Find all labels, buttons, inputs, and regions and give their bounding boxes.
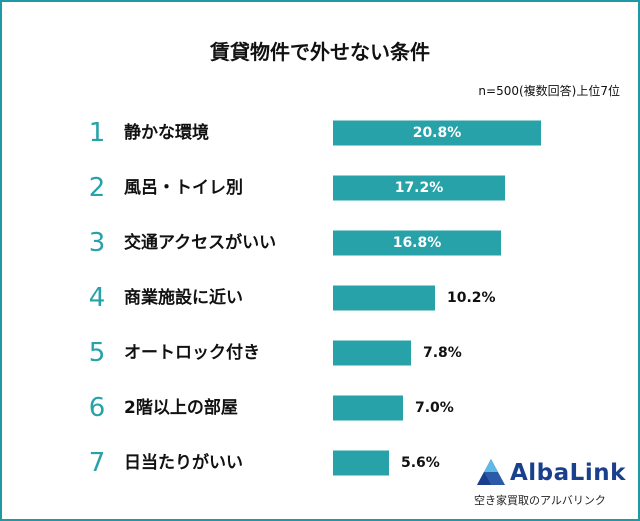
bar xyxy=(333,340,411,366)
category-label: オートロック付き xyxy=(124,342,260,363)
bar xyxy=(333,450,389,476)
albalink-logo-icon xyxy=(477,459,505,485)
value-label: 10.2% xyxy=(447,290,496,306)
brand-tagline: 空き家買取のアルバリンク xyxy=(474,494,606,507)
bar xyxy=(333,175,505,201)
bar xyxy=(333,285,435,311)
sample-note: n=500(複数回答)上位7位 xyxy=(478,84,620,98)
rank-number: 2 xyxy=(89,173,106,203)
rank-number: 4 xyxy=(89,283,106,313)
rank-number: 5 xyxy=(89,338,106,368)
rank-number: 7 xyxy=(89,448,106,478)
category-label: 日当たりがいい xyxy=(124,452,243,473)
brand-name: AlbaLink xyxy=(510,460,626,486)
albalink-logo: AlbaLink 空き家買取のアルバリンク xyxy=(474,458,626,513)
bar xyxy=(333,395,403,421)
bar xyxy=(333,230,501,256)
value-label: 20.8% xyxy=(413,125,462,141)
value-label: 5.6% xyxy=(401,455,440,471)
rank-number: 1 xyxy=(89,118,106,148)
category-label: 2階以上の部屋 xyxy=(124,397,238,418)
category-label: 交通アクセスがいい xyxy=(124,232,276,253)
category-label: 風呂・トイレ別 xyxy=(124,178,243,198)
rank-number: 3 xyxy=(89,228,106,258)
chart-title: 賃貸物件で外せない条件 xyxy=(210,40,430,64)
value-label: 17.2% xyxy=(395,180,444,196)
value-label: 16.8% xyxy=(393,235,442,251)
category-label: 商業施設に近い xyxy=(124,287,243,308)
value-label: 7.0% xyxy=(415,400,454,416)
category-label: 静かな環境 xyxy=(124,122,209,143)
value-label: 7.8% xyxy=(423,345,462,361)
rank-number: 6 xyxy=(89,393,106,423)
bar xyxy=(333,120,541,146)
